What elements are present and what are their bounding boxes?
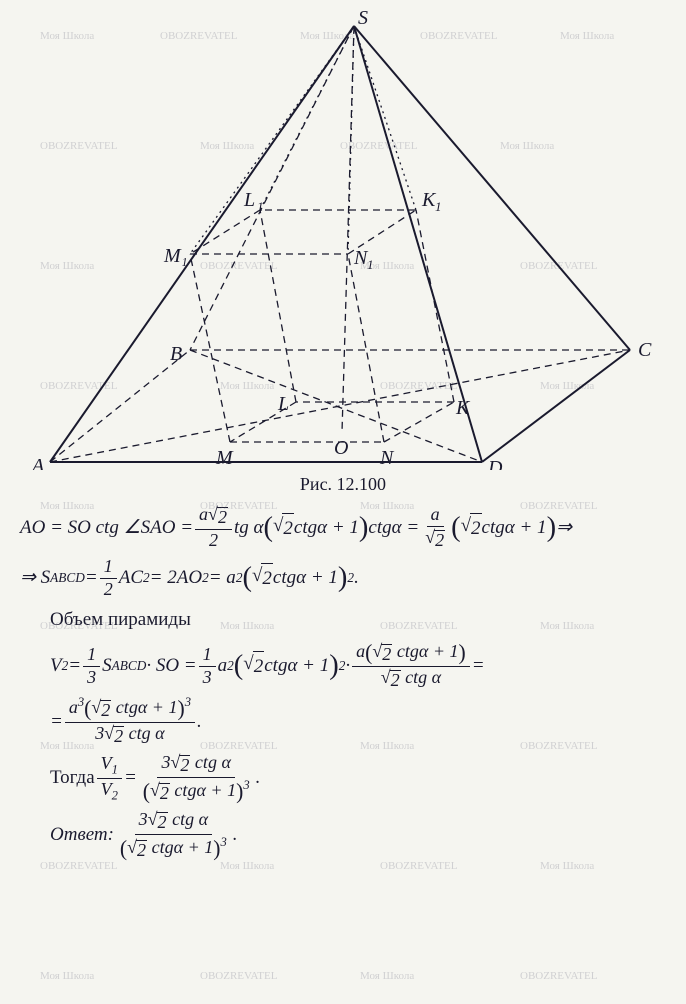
eq7-frac: 32 ctg α (2 ctgα + 1)3 <box>116 810 231 861</box>
svg-text:L: L <box>243 189 255 211</box>
eq5-dot: . <box>197 707 202 737</box>
figure-caption: Рис. 12.100 <box>20 474 666 495</box>
pyramid-figure: SABCDOMNLKM₁N1L1K1 <box>20 10 666 470</box>
equation-line-6: Тогда V1 V2 = 32 ctg α (2 ctgα + 1)3 . <box>50 753 666 804</box>
equation-answer: Ответ: 32 ctg α (2 ctgα + 1)3 . <box>50 810 666 861</box>
watermark-text: Моя Школа <box>220 860 274 872</box>
eq4-a2: a <box>218 651 228 681</box>
eq4-sub: 2 <box>62 655 69 676</box>
eq5-pre: = <box>50 707 63 737</box>
watermark-text: OBOZREVATEL <box>380 860 457 872</box>
eq2-mid: = <box>85 563 98 593</box>
eq2-sub: ABCD <box>50 567 85 588</box>
eq4-dot: · <box>345 651 350 681</box>
eq7-dot: . <box>233 820 238 850</box>
eq4-mid: = <box>68 651 81 681</box>
eq4-ssub: ABCD <box>112 655 147 676</box>
eq1-mid: tg α <box>234 513 264 543</box>
svg-text:A: A <box>30 455 45 470</box>
eq4-s: S <box>102 651 112 681</box>
page: Моя Школа OBOZREVATEL Моя Школа OBOZREVATEL… <box>0 0 686 887</box>
eq1-f2-num: a <box>427 505 444 527</box>
watermark-text: Моя Школа <box>540 860 594 872</box>
eq2-eq: = 2AO <box>150 563 202 593</box>
eq1-f1-den: 2 <box>205 530 222 551</box>
svg-text:1: 1 <box>367 257 374 272</box>
equation-line-5: = a3(2 ctgα + 1)3 32 ctg α . <box>50 696 666 747</box>
watermark-text: OBOZREVATEL <box>40 860 117 872</box>
eq1-mid2: ctgα = <box>368 513 419 543</box>
eq2-fd: 2 <box>100 579 117 600</box>
eq2-sq: 2 <box>143 567 150 588</box>
eq2-p: ctgα + 1 <box>273 563 338 593</box>
eq1-f1-num: a2 <box>199 504 228 524</box>
svg-text:S: S <box>358 10 368 29</box>
eq2-fn: 1 <box>100 557 117 579</box>
eq5-frac: a3(2 ctgα + 1)3 32 ctg α <box>65 696 195 747</box>
svg-text:M₁: M₁ <box>163 245 188 267</box>
svg-text:O: O <box>334 437 348 459</box>
eq1-frac2: a 2 <box>421 505 449 551</box>
watermark-text: OBOZREVATEL <box>200 970 277 982</box>
svg-text:C: C <box>638 339 652 361</box>
watermark-text: Моя Школа <box>360 970 414 982</box>
eq4-frac3: a(2 ctgα + 1) 2 ctg α <box>352 642 470 691</box>
eq6-dot: . <box>256 763 261 793</box>
watermark-text: OBOZREVATEL <box>520 970 597 982</box>
svg-text:L: L <box>277 393 289 415</box>
eq2-ac: AC <box>119 563 143 593</box>
eq4-eq: = <box>472 651 485 681</box>
equation-line-4: V2 = 13 SABCD · SO = 13 a2 (2 ctgα + 1)2… <box>50 642 666 691</box>
svg-text:D: D <box>487 457 503 470</box>
eq1-p1: ctgα + 1 <box>294 513 359 543</box>
eq2-dot: . <box>354 563 359 593</box>
eq1-frac1: a2 2 <box>195 505 232 551</box>
eq1-p2: ctgα + 1 <box>482 513 547 543</box>
eq4-so: · SO = <box>146 651 196 681</box>
eq2-pre: ⇒ S <box>20 563 50 593</box>
eq6-frac1: V1 V2 <box>97 754 122 804</box>
svg-text:B: B <box>170 343 182 365</box>
eq6-pre: Тогда <box>50 763 95 793</box>
equation-line-2: ⇒ SABCD = 1 2 AC2 = 2AO2 = a2 (2 ctgα + … <box>20 557 666 600</box>
svg-text:K: K <box>455 397 471 419</box>
watermark-text: Моя Школа <box>40 970 94 982</box>
equation-line-1: AO = SO ctg ∠SAO = a2 2 tg α (2 ctgα + 1… <box>20 505 666 551</box>
eq2-eq2: = a <box>209 563 236 593</box>
svg-text:M: M <box>215 447 234 469</box>
eq6-frac2: 32 ctg α (2 ctgα + 1)3 <box>139 753 254 804</box>
svg-text:1: 1 <box>435 199 442 214</box>
eq1-pre: AO = SO ctg ∠SAO = <box>20 513 193 543</box>
eq7-pre: Ответ: <box>50 820 114 850</box>
eq4-pre: V <box>50 651 62 681</box>
text-line-volume: Объем пирамиды <box>50 605 666 635</box>
eq2-frac: 1 2 <box>100 557 117 600</box>
eq1-tail: ⇒ <box>556 513 572 543</box>
svg-text:1: 1 <box>257 199 264 214</box>
eq6-eq: = <box>124 763 137 793</box>
svg-text:N: N <box>379 447 395 469</box>
